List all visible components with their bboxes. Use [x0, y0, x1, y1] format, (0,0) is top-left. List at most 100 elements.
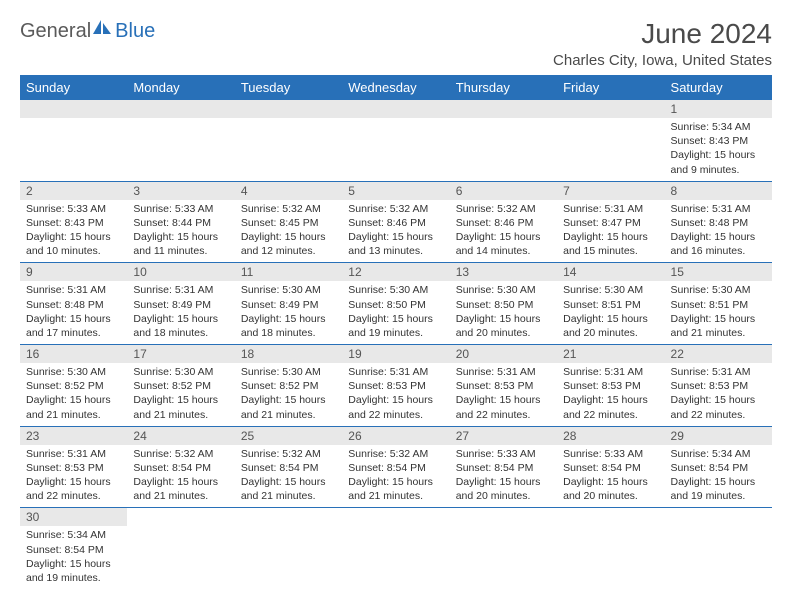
sunrise-text: Sunrise: 5:31 AM: [456, 365, 551, 379]
title-block: June 2024 Charles City, Iowa, United Sta…: [553, 18, 772, 69]
daylight-text: Daylight: 15 hours and 11 minutes.: [133, 230, 228, 258]
calendar-day-cell: 3Sunrise: 5:33 AMSunset: 8:44 PMDaylight…: [127, 181, 234, 263]
day-number: 28: [557, 427, 664, 445]
calendar-day-cell: 19Sunrise: 5:31 AMSunset: 8:53 PMDayligh…: [342, 345, 449, 427]
day-header: Saturday: [665, 75, 772, 100]
calendar-day-cell: 7Sunrise: 5:31 AMSunset: 8:47 PMDaylight…: [557, 181, 664, 263]
sunset-text: Sunset: 8:48 PM: [671, 216, 766, 230]
day-number: 6: [450, 182, 557, 200]
sunset-text: Sunset: 8:54 PM: [26, 543, 121, 557]
sunset-text: Sunset: 8:53 PM: [456, 379, 551, 393]
day-details: Sunrise: 5:31 AMSunset: 8:49 PMDaylight:…: [127, 281, 234, 344]
sunset-text: Sunset: 8:46 PM: [456, 216, 551, 230]
day-header: Friday: [557, 75, 664, 100]
sunrise-text: Sunrise: 5:34 AM: [671, 120, 766, 134]
calendar-day-cell: 29Sunrise: 5:34 AMSunset: 8:54 PMDayligh…: [665, 426, 772, 508]
calendar-week-row: 1Sunrise: 5:34 AMSunset: 8:43 PMDaylight…: [20, 100, 772, 181]
calendar-day-cell: 26Sunrise: 5:32 AMSunset: 8:54 PMDayligh…: [342, 426, 449, 508]
sunset-text: Sunset: 8:45 PM: [241, 216, 336, 230]
sunrise-text: Sunrise: 5:31 AM: [133, 283, 228, 297]
logo-text-general: General: [20, 20, 91, 43]
calendar-day-cell: 21Sunrise: 5:31 AMSunset: 8:53 PMDayligh…: [557, 345, 664, 427]
calendar-day-cell: [450, 100, 557, 181]
header: General Blue June 2024 Charles City, Iow…: [20, 18, 772, 69]
day-number: 23: [20, 427, 127, 445]
day-number: 30: [20, 508, 127, 526]
day-number: 10: [127, 263, 234, 281]
sunrise-text: Sunrise: 5:32 AM: [348, 202, 443, 216]
sunrise-text: Sunrise: 5:31 AM: [26, 283, 121, 297]
sunrise-text: Sunrise: 5:31 AM: [563, 365, 658, 379]
day-number: 5: [342, 182, 449, 200]
day-number: 29: [665, 427, 772, 445]
sunrise-text: Sunrise: 5:32 AM: [456, 202, 551, 216]
day-details: Sunrise: 5:32 AMSunset: 8:54 PMDaylight:…: [235, 445, 342, 508]
calendar-day-cell: [127, 100, 234, 181]
sunset-text: Sunset: 8:51 PM: [563, 298, 658, 312]
sunrise-text: Sunrise: 5:31 AM: [671, 202, 766, 216]
day-number: 13: [450, 263, 557, 281]
daylight-text: Daylight: 15 hours and 21 minutes.: [348, 475, 443, 503]
calendar-day-cell: [342, 508, 449, 589]
calendar-day-cell: 12Sunrise: 5:30 AMSunset: 8:50 PMDayligh…: [342, 263, 449, 345]
calendar-day-cell: 9Sunrise: 5:31 AMSunset: 8:48 PMDaylight…: [20, 263, 127, 345]
calendar-day-cell: [20, 100, 127, 181]
sunset-text: Sunset: 8:53 PM: [348, 379, 443, 393]
daylight-text: Daylight: 15 hours and 15 minutes.: [563, 230, 658, 258]
calendar-day-cell: 8Sunrise: 5:31 AMSunset: 8:48 PMDaylight…: [665, 181, 772, 263]
sunrise-text: Sunrise: 5:31 AM: [26, 447, 121, 461]
sunrise-text: Sunrise: 5:34 AM: [26, 528, 121, 542]
daylight-text: Daylight: 15 hours and 22 minutes.: [563, 393, 658, 421]
day-number: 7: [557, 182, 664, 200]
daylight-text: Daylight: 15 hours and 22 minutes.: [456, 393, 551, 421]
day-details: Sunrise: 5:34 AMSunset: 8:54 PMDaylight:…: [665, 445, 772, 508]
location-subtitle: Charles City, Iowa, United States: [553, 52, 772, 69]
sunset-text: Sunset: 8:44 PM: [133, 216, 228, 230]
calendar-day-cell: 18Sunrise: 5:30 AMSunset: 8:52 PMDayligh…: [235, 345, 342, 427]
daylight-text: Daylight: 15 hours and 21 minutes.: [241, 393, 336, 421]
sunset-text: Sunset: 8:49 PM: [241, 298, 336, 312]
daylight-text: Daylight: 15 hours and 13 minutes.: [348, 230, 443, 258]
day-details: Sunrise: 5:33 AMSunset: 8:43 PMDaylight:…: [20, 200, 127, 263]
sunset-text: Sunset: 8:50 PM: [456, 298, 551, 312]
sunrise-text: Sunrise: 5:30 AM: [563, 283, 658, 297]
day-details: Sunrise: 5:34 AMSunset: 8:54 PMDaylight:…: [20, 526, 127, 589]
calendar-week-row: 23Sunrise: 5:31 AMSunset: 8:53 PMDayligh…: [20, 426, 772, 508]
calendar-day-cell: 25Sunrise: 5:32 AMSunset: 8:54 PMDayligh…: [235, 426, 342, 508]
day-details: Sunrise: 5:31 AMSunset: 8:47 PMDaylight:…: [557, 200, 664, 263]
daylight-text: Daylight: 15 hours and 12 minutes.: [241, 230, 336, 258]
daylight-text: Daylight: 15 hours and 20 minutes.: [563, 475, 658, 503]
sunrise-text: Sunrise: 5:30 AM: [26, 365, 121, 379]
daylight-text: Daylight: 15 hours and 17 minutes.: [26, 312, 121, 340]
calendar-week-row: 16Sunrise: 5:30 AMSunset: 8:52 PMDayligh…: [20, 345, 772, 427]
logo: General Blue: [20, 18, 155, 45]
calendar-day-cell: [235, 100, 342, 181]
sunrise-text: Sunrise: 5:32 AM: [241, 447, 336, 461]
sunset-text: Sunset: 8:48 PM: [26, 298, 121, 312]
calendar-table: Sunday Monday Tuesday Wednesday Thursday…: [20, 75, 772, 589]
sunset-text: Sunset: 8:52 PM: [133, 379, 228, 393]
calendar-day-cell: [127, 508, 234, 589]
day-header: Thursday: [450, 75, 557, 100]
day-details: Sunrise: 5:33 AMSunset: 8:54 PMDaylight:…: [450, 445, 557, 508]
calendar-day-cell: 16Sunrise: 5:30 AMSunset: 8:52 PMDayligh…: [20, 345, 127, 427]
sunset-text: Sunset: 8:54 PM: [671, 461, 766, 475]
day-number: 19: [342, 345, 449, 363]
sunset-text: Sunset: 8:52 PM: [26, 379, 121, 393]
day-details: Sunrise: 5:31 AMSunset: 8:53 PMDaylight:…: [665, 363, 772, 426]
sail-icon: [91, 18, 113, 41]
day-header: Tuesday: [235, 75, 342, 100]
day-number: 8: [665, 182, 772, 200]
day-details: Sunrise: 5:30 AMSunset: 8:51 PMDaylight:…: [665, 281, 772, 344]
sunset-text: Sunset: 8:54 PM: [456, 461, 551, 475]
sunrise-text: Sunrise: 5:30 AM: [671, 283, 766, 297]
month-title: June 2024: [553, 18, 772, 50]
day-details: Sunrise: 5:30 AMSunset: 8:50 PMDaylight:…: [450, 281, 557, 344]
calendar-day-cell: 27Sunrise: 5:33 AMSunset: 8:54 PMDayligh…: [450, 426, 557, 508]
day-number: 14: [557, 263, 664, 281]
sunrise-text: Sunrise: 5:31 AM: [348, 365, 443, 379]
sunrise-text: Sunrise: 5:30 AM: [133, 365, 228, 379]
sunset-text: Sunset: 8:53 PM: [563, 379, 658, 393]
sunrise-text: Sunrise: 5:32 AM: [348, 447, 443, 461]
sunrise-text: Sunrise: 5:30 AM: [348, 283, 443, 297]
